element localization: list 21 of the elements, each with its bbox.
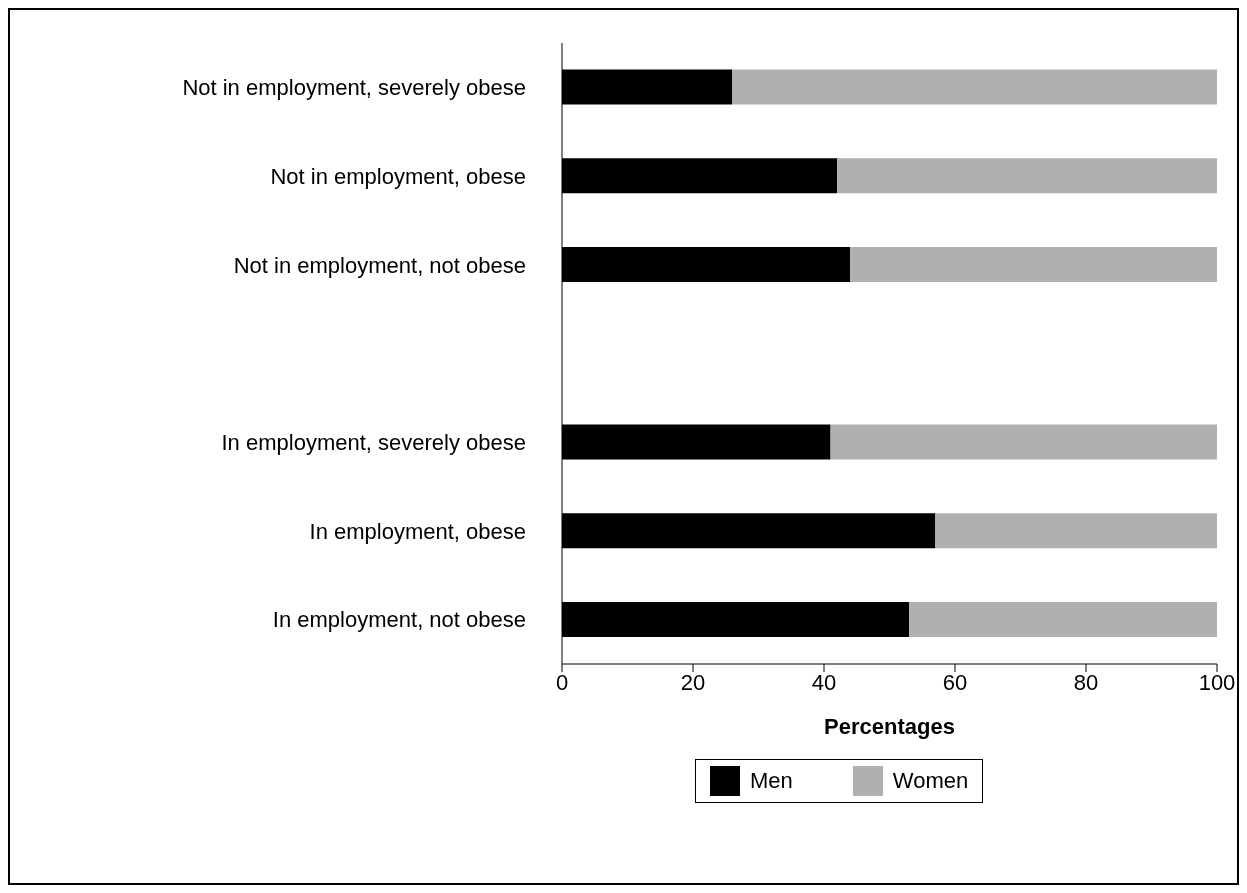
bar [935, 513, 1217, 549]
y-tick-label: Not in employment, severely obese [182, 75, 526, 101]
y-tick-label: In employment, severely obese [221, 430, 526, 456]
legend-label: Men [749, 767, 793, 795]
bar [732, 69, 1217, 105]
x-tick-label: 40 [811, 669, 837, 695]
x-tick-label: 60 [942, 669, 968, 695]
x-tick-label: 100 [1198, 669, 1236, 695]
x-tick-label: 0 [555, 669, 569, 695]
x-tick-label: 20 [680, 669, 706, 695]
x-tick-label: 80 [1073, 669, 1099, 695]
bar [909, 601, 1217, 637]
bar [830, 424, 1217, 460]
x-axis-title: Percentages [824, 714, 955, 739]
bar [850, 247, 1217, 283]
bar [837, 158, 1217, 194]
y-tick-label: In employment, not obese [272, 607, 526, 633]
y-tick-label: Not in employment, obese [270, 163, 526, 189]
legend-label: Women [891, 767, 969, 795]
y-tick-label: In employment, obese [309, 518, 526, 544]
y-tick-label: Not in employment, not obese [233, 252, 526, 278]
